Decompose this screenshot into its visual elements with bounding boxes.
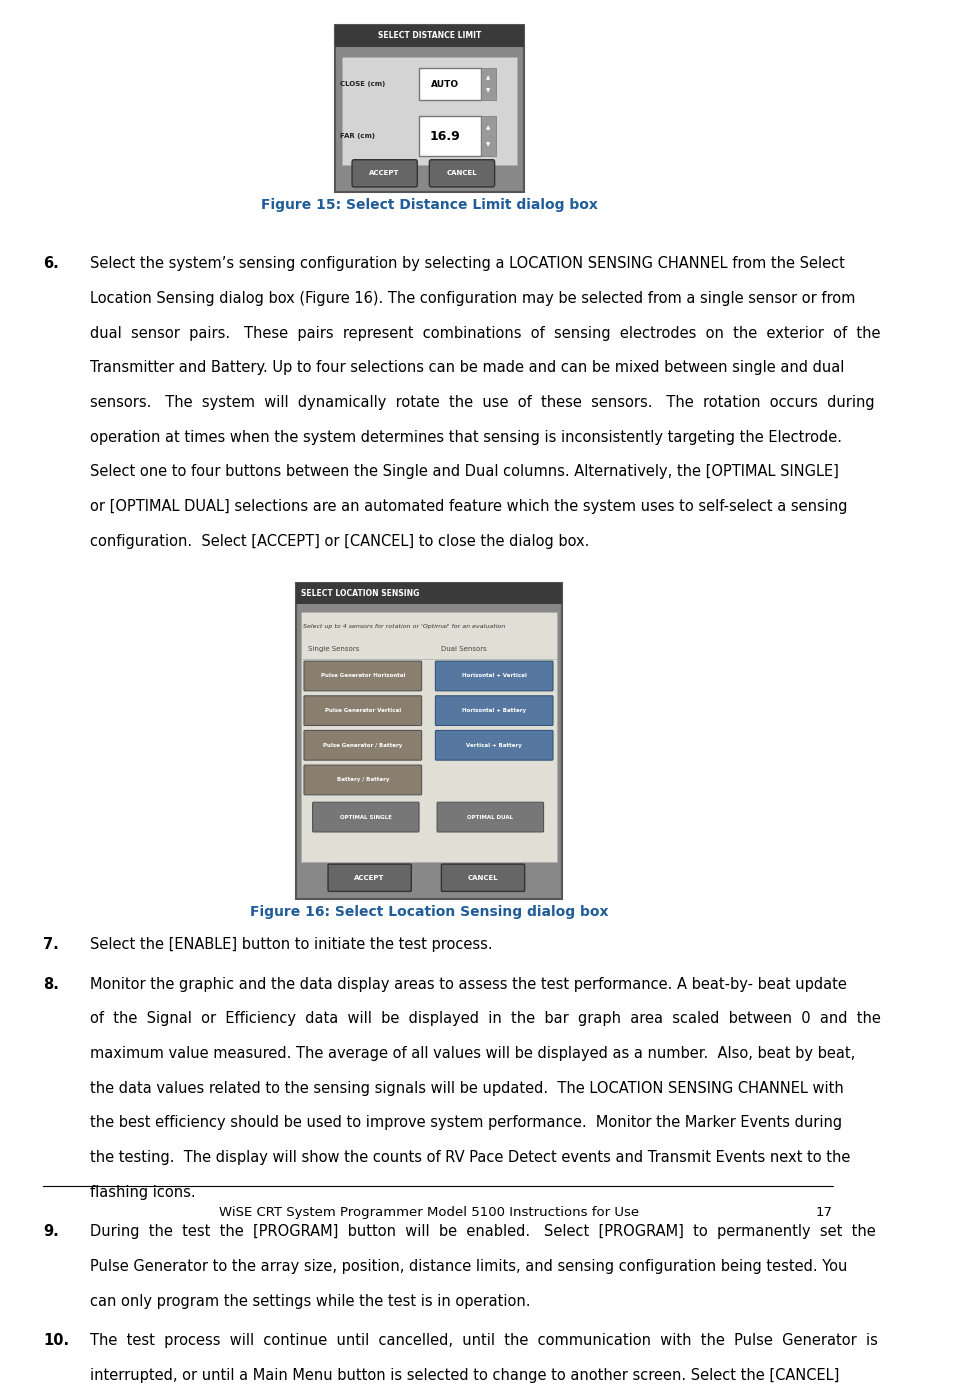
Text: FAR (cm): FAR (cm) xyxy=(340,133,375,140)
Text: Vertical + Battery: Vertical + Battery xyxy=(467,743,522,748)
Text: OPTIMAL DUAL: OPTIMAL DUAL xyxy=(468,815,513,819)
FancyBboxPatch shape xyxy=(441,864,525,892)
Text: of  the  Signal  or  Efficiency  data  will  be  displayed  in  the  bar  graph : of the Signal or Efficiency data will be… xyxy=(91,1012,881,1026)
FancyBboxPatch shape xyxy=(304,695,422,726)
Text: flashing icons.: flashing icons. xyxy=(91,1185,196,1199)
Text: ▼: ▼ xyxy=(486,142,491,148)
FancyBboxPatch shape xyxy=(430,159,495,187)
Text: Select up to 4 sensors for rotation or 'Optimal' for an evaluation: Select up to 4 sensors for rotation or '… xyxy=(303,624,506,630)
Text: operation at times when the system determines that sensing is inconsistently tar: operation at times when the system deter… xyxy=(91,430,843,444)
Text: Select the system’s sensing configuration by selecting a LOCATION SENSING CHANNE: Select the system’s sensing configuratio… xyxy=(91,257,845,271)
FancyBboxPatch shape xyxy=(435,662,553,691)
Text: Single Sensors: Single Sensors xyxy=(309,646,359,652)
Text: maximum value measured. The average of all values will be displayed as a number.: maximum value measured. The average of a… xyxy=(91,1046,855,1061)
FancyBboxPatch shape xyxy=(481,68,497,101)
FancyBboxPatch shape xyxy=(352,159,417,187)
Text: CANCEL: CANCEL xyxy=(447,170,477,176)
Text: dual  sensor  pairs.   These  pairs  represent  combinations  of  sensing  elect: dual sensor pairs. These pairs represent… xyxy=(91,325,880,341)
Text: During  the  test  the  [PROGRAM]  button  will  be  enabled.   Select  [PROGRAM: During the test the [PROGRAM] button wil… xyxy=(91,1224,876,1240)
Text: Transmitter and Battery. Up to four selections can be made and can be mixed betw: Transmitter and Battery. Up to four sele… xyxy=(91,360,844,376)
FancyBboxPatch shape xyxy=(304,662,422,691)
Text: Horizontal + Battery: Horizontal + Battery xyxy=(462,708,526,713)
FancyBboxPatch shape xyxy=(296,584,562,899)
Text: 9.: 9. xyxy=(43,1224,58,1240)
FancyBboxPatch shape xyxy=(435,695,553,726)
Text: or [OPTIMAL DUAL] selections are an automated feature which the system uses to s: or [OPTIMAL DUAL] selections are an auto… xyxy=(91,498,847,514)
Text: Pulse Generator Vertical: Pulse Generator Vertical xyxy=(324,708,401,713)
FancyBboxPatch shape xyxy=(437,803,543,832)
Text: SELECT DISTANCE LIMIT: SELECT DISTANCE LIMIT xyxy=(378,31,481,40)
FancyBboxPatch shape xyxy=(301,611,557,861)
Text: Pulse Generator / Battery: Pulse Generator / Battery xyxy=(323,743,402,748)
Text: 8.: 8. xyxy=(43,977,58,991)
Text: Select the [ENABLE] button to initiate the test process.: Select the [ENABLE] button to initiate t… xyxy=(91,937,493,952)
Text: the best efficiency should be used to improve system performance.  Monitor the M: the best efficiency should be used to im… xyxy=(91,1115,843,1131)
Text: 17: 17 xyxy=(816,1206,833,1219)
Text: Pulse Generator to the array size, position, distance limits, and sensing config: Pulse Generator to the array size, posit… xyxy=(91,1259,847,1275)
Text: ACCEPT: ACCEPT xyxy=(355,875,385,881)
FancyBboxPatch shape xyxy=(328,864,411,892)
FancyBboxPatch shape xyxy=(335,25,524,47)
Text: sensors.   The  system  will  dynamically  rotate  the  use  of  these  sensors.: sensors. The system will dynamically rot… xyxy=(91,395,875,410)
FancyBboxPatch shape xyxy=(435,730,553,761)
Text: Dual Sensors: Dual Sensors xyxy=(440,646,486,652)
Text: Pulse Generator Horizontal: Pulse Generator Horizontal xyxy=(320,673,405,678)
Text: interrupted, or until a Main Menu button is selected to change to another screen: interrupted, or until a Main Menu button… xyxy=(91,1368,840,1383)
Text: ACCEPT: ACCEPT xyxy=(369,170,400,176)
FancyBboxPatch shape xyxy=(481,116,497,156)
Text: Select one to four buttons between the Single and Dual columns. Alternatively, t: Select one to four buttons between the S… xyxy=(91,465,839,479)
Text: CANCEL: CANCEL xyxy=(468,875,499,881)
FancyBboxPatch shape xyxy=(304,765,422,794)
Text: ▼: ▼ xyxy=(486,88,491,94)
Text: SELECT LOCATION SENSING: SELECT LOCATION SENSING xyxy=(301,589,420,597)
Text: Horizontal + Vertical: Horizontal + Vertical xyxy=(462,673,527,678)
Text: can only program the settings while the test is in operation.: can only program the settings while the … xyxy=(91,1294,531,1308)
Text: AUTO: AUTO xyxy=(431,80,459,89)
Text: 6.: 6. xyxy=(43,257,58,271)
Text: Monitor the graphic and the data display areas to assess the test performance. A: Monitor the graphic and the data display… xyxy=(91,977,847,991)
Text: Figure 15: Select Distance Limit dialog box: Figure 15: Select Distance Limit dialog … xyxy=(261,198,598,212)
FancyBboxPatch shape xyxy=(335,25,524,191)
Text: 10.: 10. xyxy=(43,1333,69,1349)
FancyBboxPatch shape xyxy=(419,116,481,156)
FancyBboxPatch shape xyxy=(296,584,562,604)
Text: WiSE CRT System Programmer Model 5100 Instructions for Use: WiSE CRT System Programmer Model 5100 In… xyxy=(219,1206,639,1219)
Text: CLOSE (cm): CLOSE (cm) xyxy=(340,81,386,87)
FancyBboxPatch shape xyxy=(304,730,422,761)
FancyBboxPatch shape xyxy=(419,68,481,101)
Text: the data values related to the sensing signals will be updated.  The LOCATION SE: the data values related to the sensing s… xyxy=(91,1081,843,1096)
FancyBboxPatch shape xyxy=(342,57,517,165)
Text: ▲: ▲ xyxy=(486,126,491,130)
Text: configuration.  Select [ACCEPT] or [CANCEL] to close the dialog box.: configuration. Select [ACCEPT] or [CANCE… xyxy=(91,533,589,549)
Text: ▲: ▲ xyxy=(486,75,491,81)
Text: The  test  process  will  continue  until  cancelled,  until  the  communication: The test process will continue until can… xyxy=(91,1333,878,1349)
Text: 16.9: 16.9 xyxy=(430,130,460,142)
Text: Figure 16: Select Location Sensing dialog box: Figure 16: Select Location Sensing dialo… xyxy=(250,905,609,919)
Text: Location Sensing dialog box (Figure 16). The configuration may be selected from : Location Sensing dialog box (Figure 16).… xyxy=(91,290,855,306)
Text: 7.: 7. xyxy=(43,937,58,952)
Text: Battery / Battery: Battery / Battery xyxy=(337,778,389,783)
Text: OPTIMAL SINGLE: OPTIMAL SINGLE xyxy=(340,815,392,819)
FancyBboxPatch shape xyxy=(313,803,419,832)
Text: the testing.  The display will show the counts of RV Pace Detect events and Tran: the testing. The display will show the c… xyxy=(91,1150,850,1166)
